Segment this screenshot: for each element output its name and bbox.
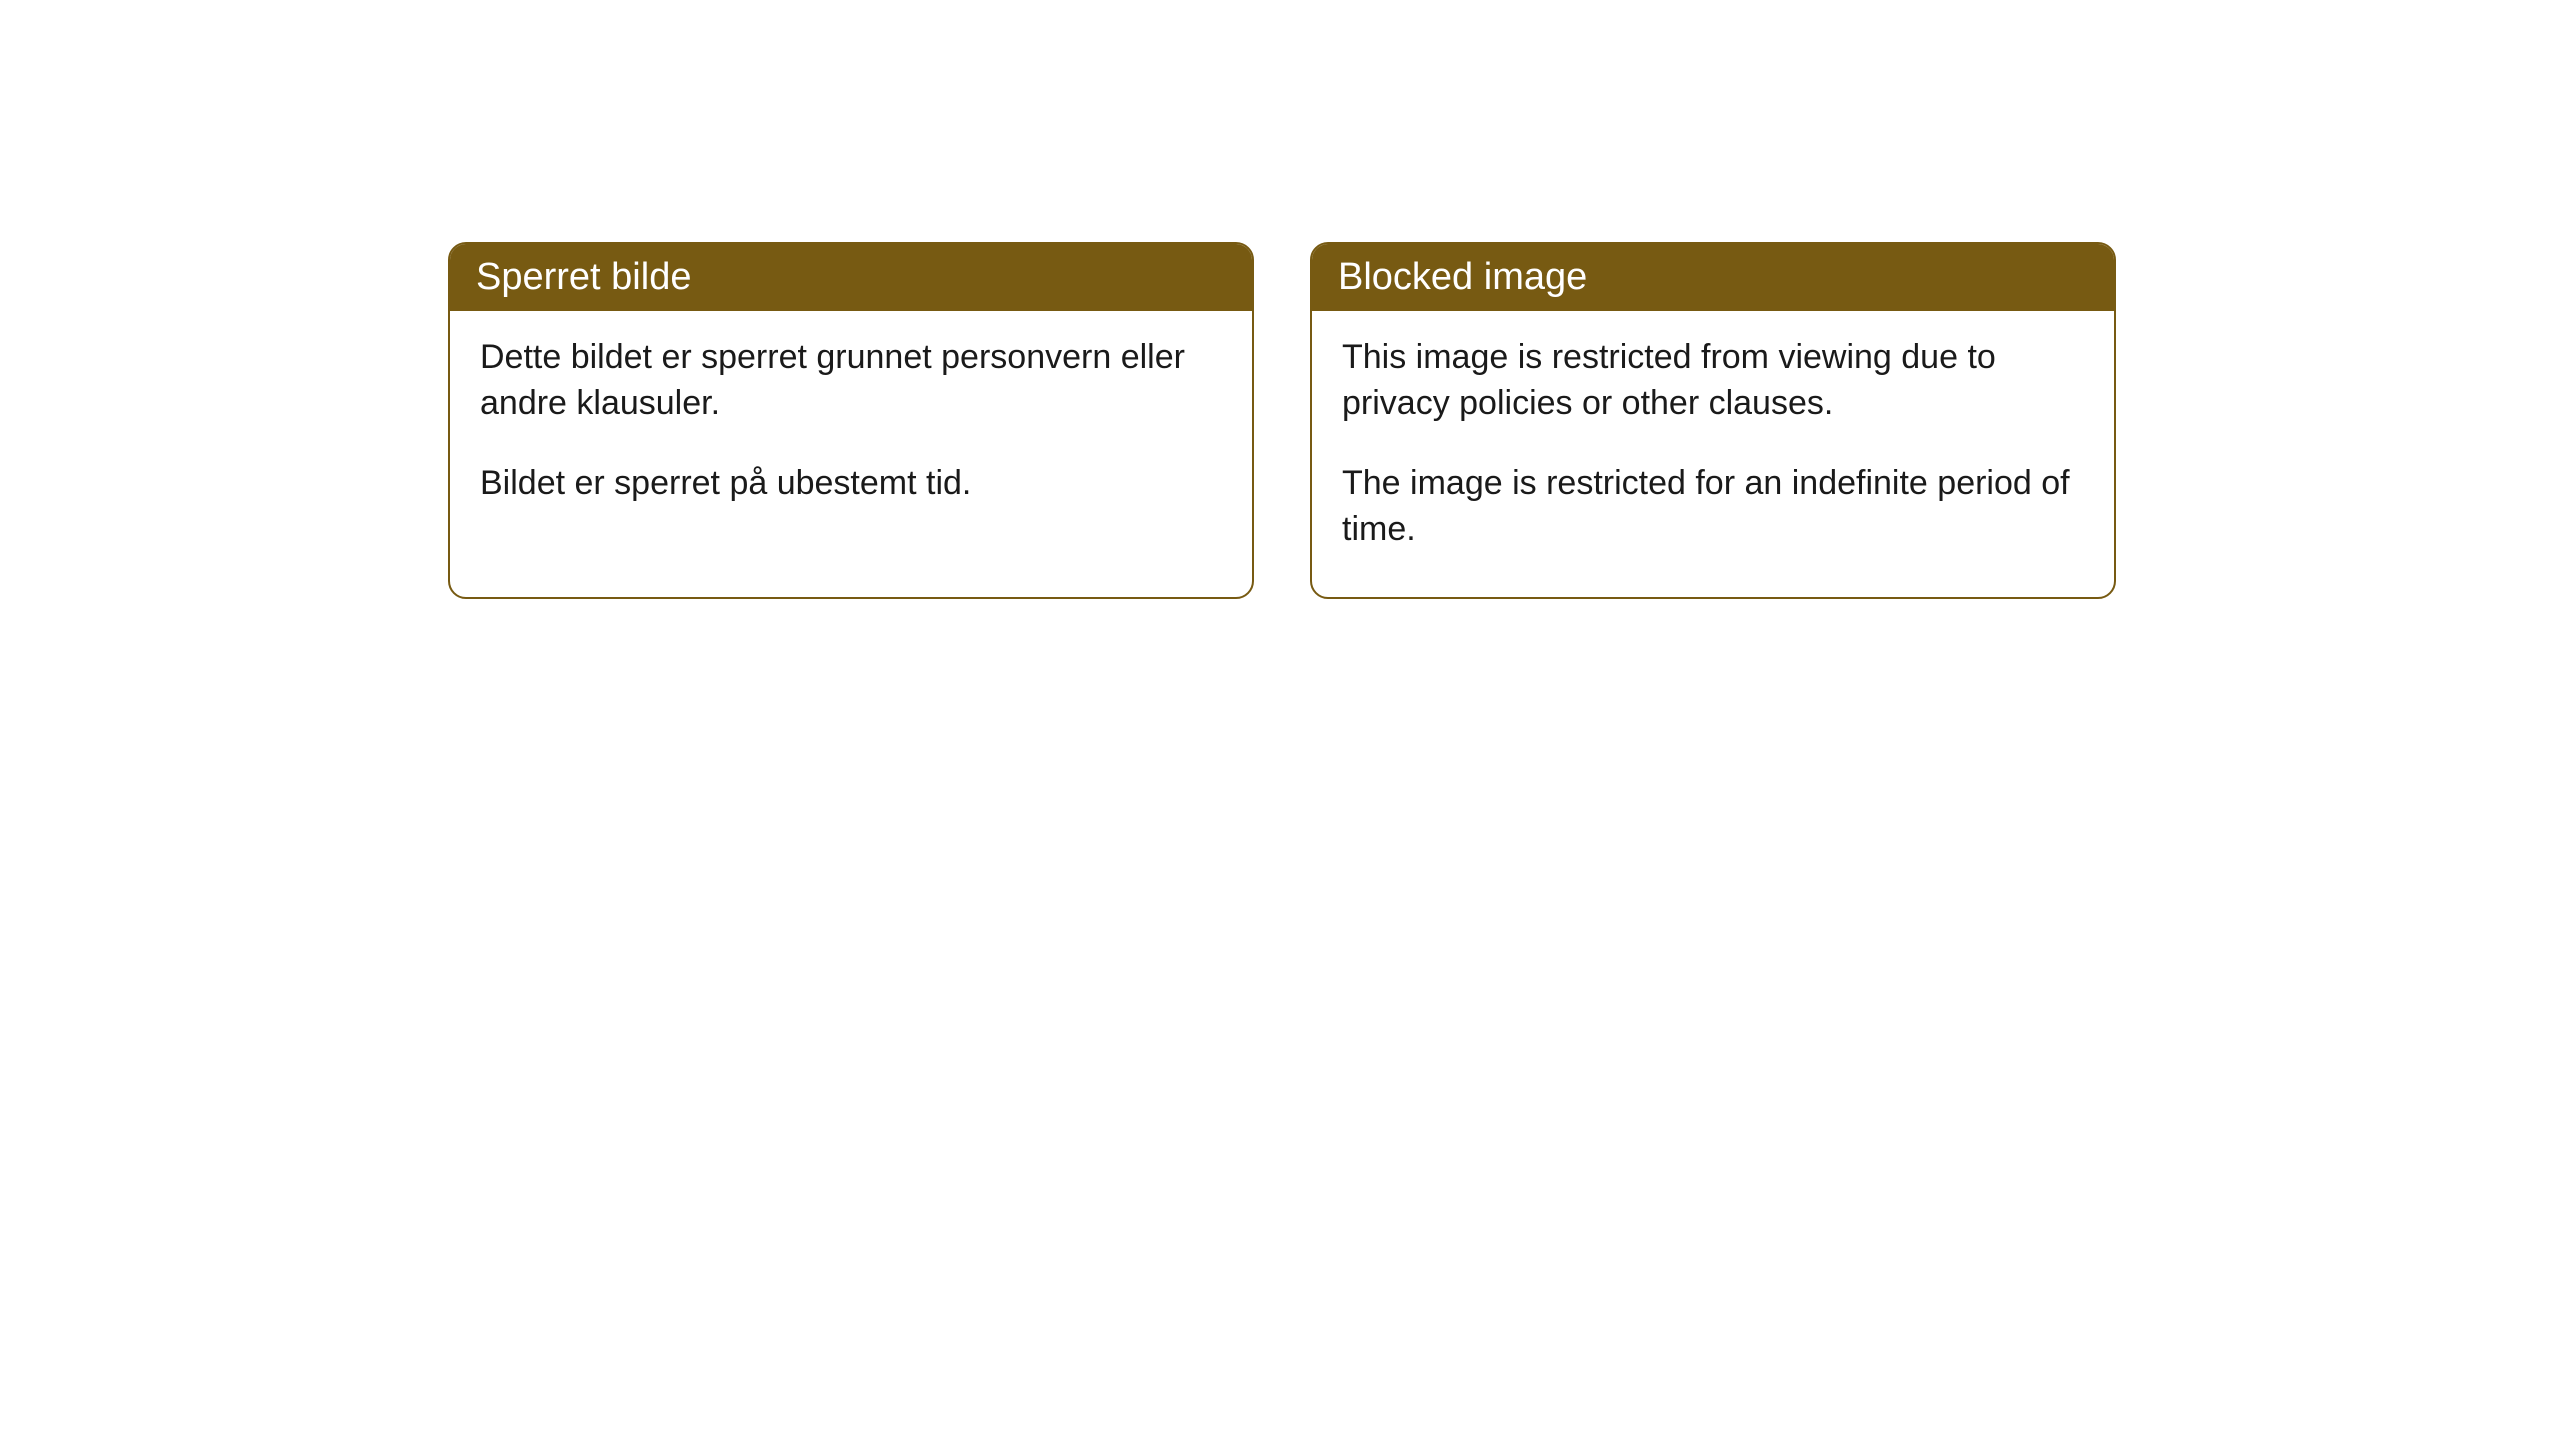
card-paragraph: Bildet er sperret på ubestemt tid. bbox=[480, 461, 1222, 507]
card-header: Blocked image bbox=[1312, 244, 2114, 311]
blocked-image-card-english: Blocked image This image is restricted f… bbox=[1310, 242, 2116, 599]
card-container: Sperret bilde Dette bildet er sperret gr… bbox=[0, 0, 2560, 599]
card-paragraph: This image is restricted from viewing du… bbox=[1342, 335, 2084, 427]
card-paragraph: Dette bildet er sperret grunnet personve… bbox=[480, 335, 1222, 427]
card-body: Dette bildet er sperret grunnet personve… bbox=[450, 311, 1252, 551]
blocked-image-card-norwegian: Sperret bilde Dette bildet er sperret gr… bbox=[448, 242, 1254, 599]
card-paragraph: The image is restricted for an indefinit… bbox=[1342, 461, 2084, 553]
card-header: Sperret bilde bbox=[450, 244, 1252, 311]
card-title: Sperret bilde bbox=[476, 256, 691, 298]
card-title: Blocked image bbox=[1338, 256, 1587, 298]
card-body: This image is restricted from viewing du… bbox=[1312, 311, 2114, 597]
